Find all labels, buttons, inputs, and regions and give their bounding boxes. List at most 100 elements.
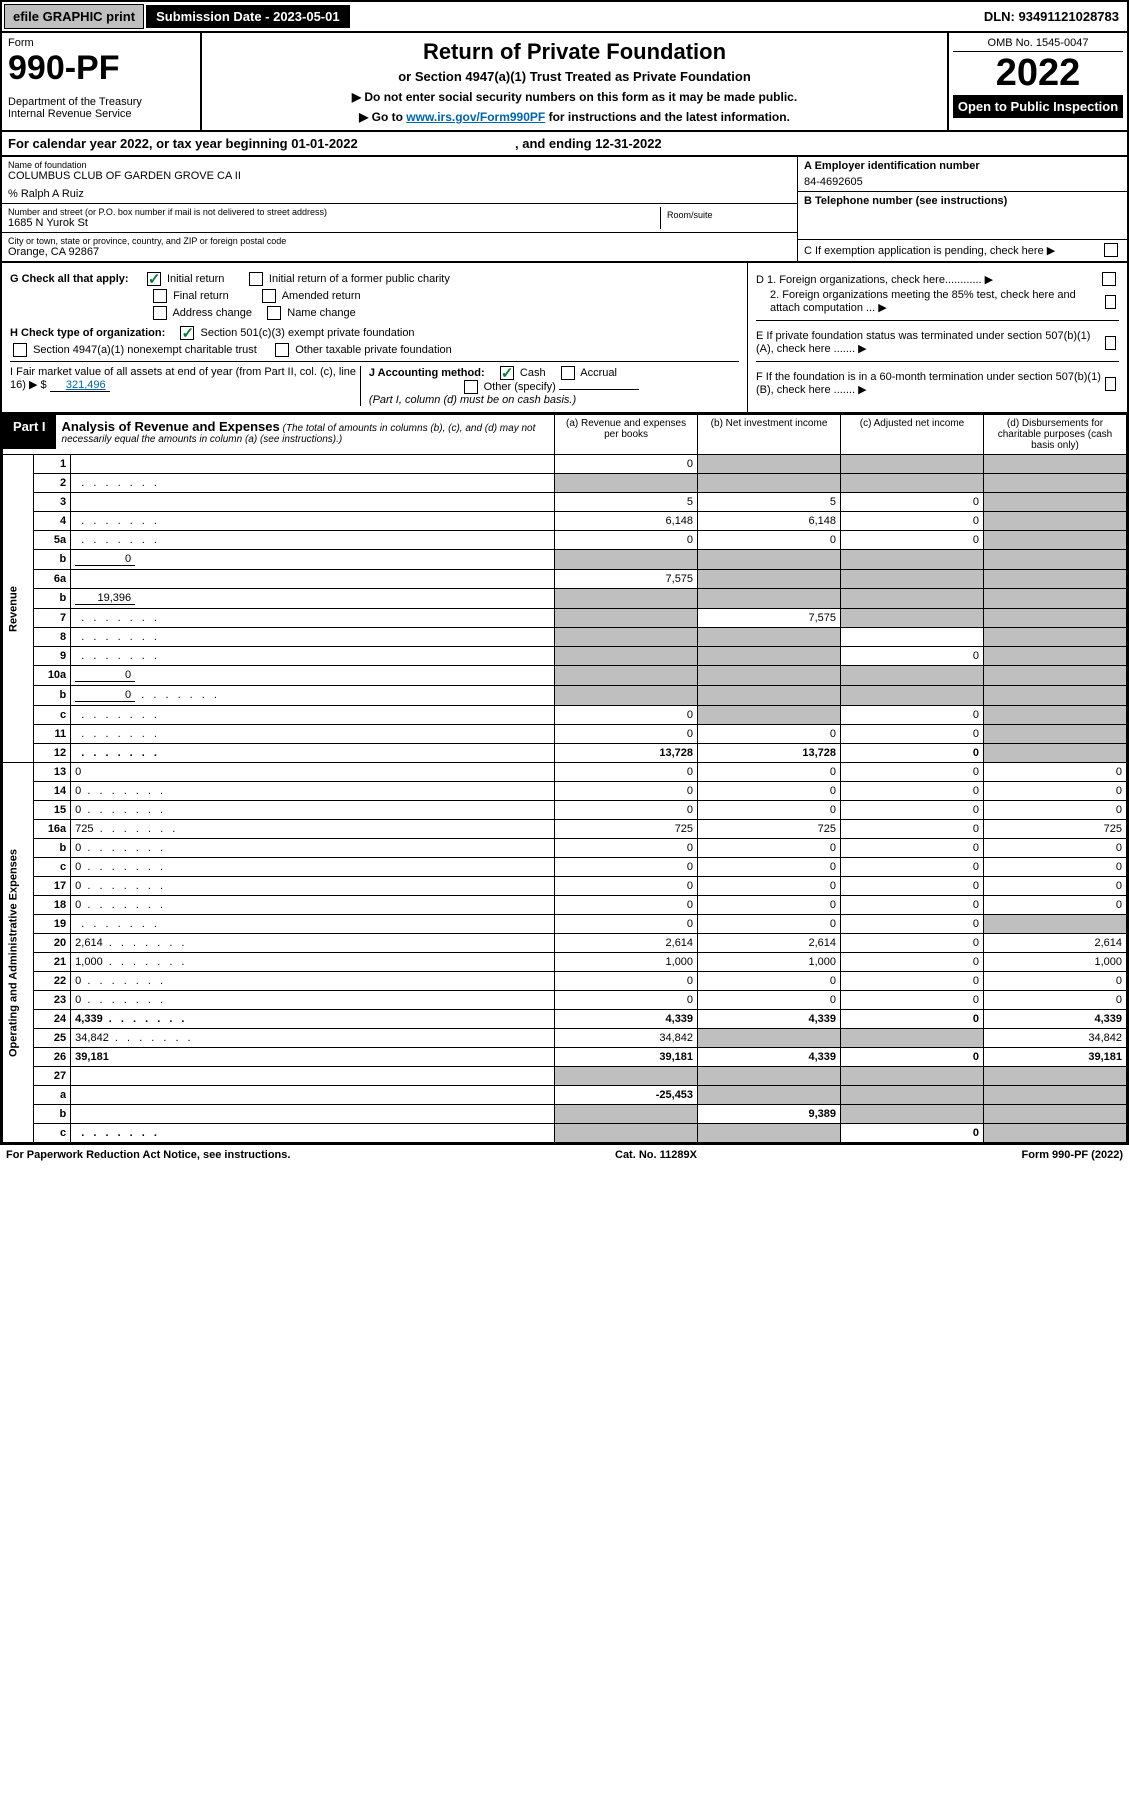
row-desc: 1,000 . . . . . . . xyxy=(71,953,555,972)
efile-btn[interactable]: efile GRAPHIC print xyxy=(4,4,144,29)
i-value[interactable]: 321,496 xyxy=(50,379,110,392)
chk-cash[interactable] xyxy=(500,366,514,380)
form-subtitle: or Section 4947(a)(1) Trust Treated as P… xyxy=(212,69,937,84)
table-row: 230 . . . . . . .0000 xyxy=(3,991,1127,1010)
cell-b xyxy=(698,666,841,686)
calyear-mid: , and ending xyxy=(515,136,595,151)
table-row: 3550 xyxy=(3,493,1127,512)
cell-c: 0 xyxy=(841,706,984,725)
cell-b: 0 xyxy=(698,991,841,1010)
cell-c: 0 xyxy=(841,1124,984,1143)
row-desc: 0 xyxy=(71,666,555,686)
lbl-final: Final return xyxy=(173,290,229,302)
cell-d: 0 xyxy=(983,782,1126,801)
form-header: Form 990-PF Department of the Treasury I… xyxy=(0,33,1129,132)
col-c-header: (c) Adjusted net income xyxy=(841,415,984,455)
cell-c: 0 xyxy=(841,934,984,953)
cell-d: 0 xyxy=(983,801,1126,820)
cell-a: 0 xyxy=(555,763,698,782)
cell-d xyxy=(983,1124,1126,1143)
cell-c: 0 xyxy=(841,763,984,782)
cell-a: 0 xyxy=(555,972,698,991)
chk-addr[interactable] xyxy=(153,306,167,320)
chk-4947[interactable] xyxy=(13,343,27,357)
row-number: 12 xyxy=(33,744,70,763)
cell-d: 0 xyxy=(983,877,1126,896)
chk-501c3[interactable] xyxy=(180,326,194,340)
row-number: 18 xyxy=(33,896,70,915)
c-checkbox[interactable] xyxy=(1104,243,1118,257)
cell-d xyxy=(983,628,1126,647)
table-row: b0 . . . . . . .0000 xyxy=(3,839,1127,858)
table-row: 6a7,575 xyxy=(3,570,1127,589)
row-number: 6a xyxy=(33,570,70,589)
col-b-header: (b) Net investment income xyxy=(698,415,841,455)
row-desc: 39,181 xyxy=(71,1048,555,1067)
row-number: 27 xyxy=(33,1067,70,1086)
cell-d: 4,339 xyxy=(983,1010,1126,1029)
chk-d1[interactable] xyxy=(1102,272,1116,286)
cell-a xyxy=(555,589,698,609)
cell-d xyxy=(983,725,1126,744)
table-row: 19 . . . . . . .000 xyxy=(3,915,1127,934)
chk-initial[interactable] xyxy=(147,272,161,286)
row-number: 22 xyxy=(33,972,70,991)
cell-a xyxy=(555,550,698,570)
cell-c xyxy=(841,609,984,628)
lbl-initial-former: Initial return of a former public charit… xyxy=(269,273,450,285)
table-row: 220 . . . . . . .0000 xyxy=(3,972,1127,991)
col-d-header: (d) Disbursements for charitable purpose… xyxy=(983,415,1126,455)
cell-b: 0 xyxy=(698,782,841,801)
table-row: 2534,842 . . . . . . .34,84234,842 xyxy=(3,1029,1127,1048)
h-label: H Check type of organization: xyxy=(10,327,165,339)
cell-c xyxy=(841,1105,984,1124)
inline-value: 0 xyxy=(75,669,135,682)
city-state-zip: Orange, CA 92867 xyxy=(8,246,791,258)
irs-link[interactable]: www.irs.gov/Form990PF xyxy=(406,110,545,124)
cell-d xyxy=(983,550,1126,570)
row-number: 8 xyxy=(33,628,70,647)
chk-f[interactable] xyxy=(1105,377,1116,391)
chk-final[interactable] xyxy=(153,289,167,303)
cell-b: 0 xyxy=(698,725,841,744)
chk-accrual[interactable] xyxy=(561,366,575,380)
cell-d xyxy=(983,474,1126,493)
cell-b xyxy=(698,1029,841,1048)
chk-amended[interactable] xyxy=(262,289,276,303)
tel-label: B Telephone number (see instructions) xyxy=(804,195,1121,207)
co-name: % Ralph A Ruiz xyxy=(8,188,791,200)
cell-a: 0 xyxy=(555,839,698,858)
cell-b xyxy=(698,1086,841,1105)
checkbox-block: G Check all that apply: Initial return I… xyxy=(0,263,1129,414)
cell-a: 1,000 xyxy=(555,953,698,972)
table-row: Operating and Administrative Expenses130… xyxy=(3,763,1127,782)
table-row: 244,339 . . . . . . .4,3394,33904,339 xyxy=(3,1010,1127,1029)
row-number: 3 xyxy=(33,493,70,512)
chk-other-method[interactable] xyxy=(464,380,478,394)
chk-name[interactable] xyxy=(267,306,281,320)
chk-initial-former[interactable] xyxy=(249,272,263,286)
row-number: b xyxy=(33,589,70,609)
row-desc: . . . . . . . xyxy=(71,474,555,493)
inline-value: 0 xyxy=(75,689,135,702)
row-number: 14 xyxy=(33,782,70,801)
part1-label: Part I xyxy=(3,415,56,449)
cell-b: 0 xyxy=(698,839,841,858)
row-desc: 0 . . . . . . . xyxy=(71,782,555,801)
row-desc: 4,339 . . . . . . . xyxy=(71,1010,555,1029)
d1-label: D 1. Foreign organizations, check here..… xyxy=(756,273,993,286)
cell-d: 2,614 xyxy=(983,934,1126,953)
chk-d2[interactable] xyxy=(1105,295,1116,309)
chk-other-tax[interactable] xyxy=(275,343,289,357)
cell-d: 0 xyxy=(983,839,1126,858)
j-label: J Accounting method: xyxy=(369,367,485,379)
cell-c xyxy=(841,1029,984,1048)
cell-b: 4,339 xyxy=(698,1010,841,1029)
chk-e[interactable] xyxy=(1105,336,1116,350)
row-desc: 34,842 . . . . . . . xyxy=(71,1029,555,1048)
cell-b: 1,000 xyxy=(698,953,841,972)
part1-title: Analysis of Revenue and Expenses xyxy=(62,419,280,434)
j-note: (Part I, column (d) must be on cash basi… xyxy=(369,394,576,406)
row-desc: 0 . . . . . . . xyxy=(71,858,555,877)
name-label: Name of foundation xyxy=(8,160,791,170)
